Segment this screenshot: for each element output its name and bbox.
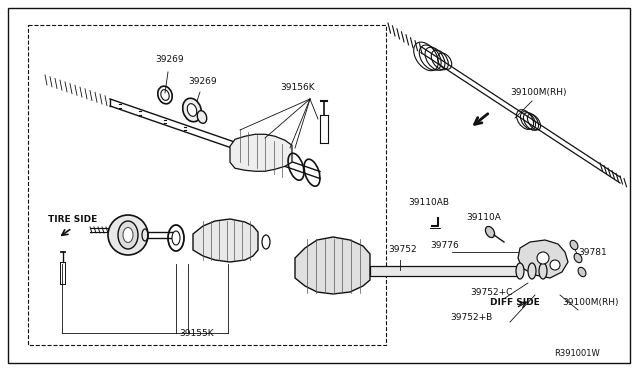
Text: 39100M(RH): 39100M(RH): [562, 298, 618, 307]
Text: 39110A: 39110A: [466, 213, 501, 222]
Polygon shape: [193, 219, 258, 262]
Ellipse shape: [197, 110, 207, 124]
Text: R391001W: R391001W: [554, 349, 600, 358]
Polygon shape: [230, 134, 292, 171]
Text: 39781: 39781: [578, 248, 607, 257]
Ellipse shape: [123, 228, 133, 243]
Ellipse shape: [188, 104, 196, 116]
Polygon shape: [518, 240, 568, 278]
Ellipse shape: [574, 253, 582, 263]
Circle shape: [108, 215, 148, 255]
Ellipse shape: [539, 263, 547, 279]
Text: 39752+B: 39752+B: [450, 313, 492, 322]
Text: TIRE SIDE: TIRE SIDE: [48, 215, 97, 224]
Ellipse shape: [172, 231, 180, 245]
Ellipse shape: [570, 240, 578, 250]
Text: 39110AB: 39110AB: [408, 198, 449, 207]
Text: 39155K: 39155K: [180, 329, 214, 338]
Text: 39269: 39269: [188, 77, 216, 86]
Ellipse shape: [516, 263, 524, 279]
Bar: [28, 25, 386, 345]
Ellipse shape: [182, 98, 202, 122]
Text: 39776: 39776: [430, 241, 459, 250]
Text: DIFF SIDE: DIFF SIDE: [490, 298, 540, 307]
Ellipse shape: [528, 263, 536, 279]
Polygon shape: [295, 237, 370, 294]
Circle shape: [550, 260, 560, 270]
Ellipse shape: [578, 267, 586, 277]
Text: 39752+C: 39752+C: [470, 288, 513, 297]
Text: 39156K: 39156K: [280, 83, 315, 92]
Ellipse shape: [118, 221, 138, 249]
Text: 39100M(RH): 39100M(RH): [510, 88, 566, 97]
Text: 39269: 39269: [155, 55, 184, 64]
Circle shape: [537, 252, 549, 264]
Ellipse shape: [485, 227, 495, 238]
Text: 39752: 39752: [388, 245, 417, 254]
